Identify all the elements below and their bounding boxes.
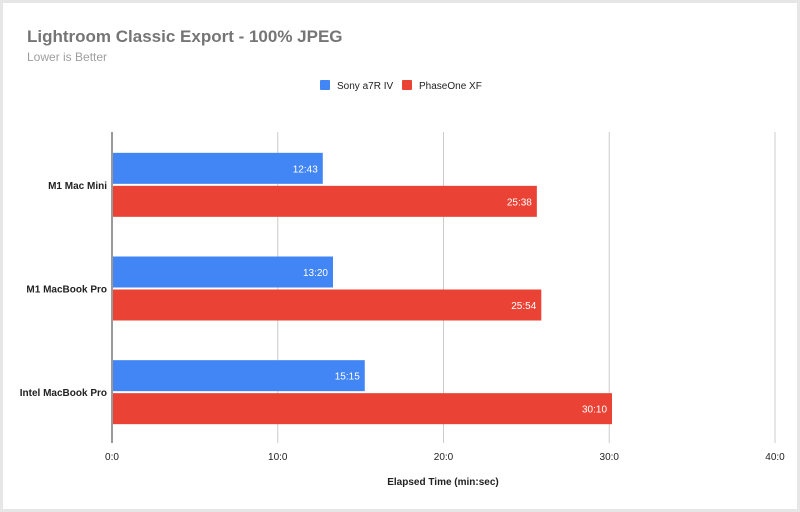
bar-data-label: 25:54 bbox=[511, 301, 536, 312]
bar bbox=[113, 185, 537, 217]
bar bbox=[113, 360, 365, 392]
legend-swatch bbox=[320, 80, 330, 90]
category-label: Intel MacBook Pro bbox=[20, 388, 107, 399]
x-tick-label: 30:0 bbox=[600, 452, 620, 463]
x-tick-label: 10:0 bbox=[268, 452, 288, 463]
bar bbox=[113, 289, 542, 321]
x-tick-label: 40:0 bbox=[765, 452, 785, 463]
bar-data-label: 15:15 bbox=[335, 372, 360, 383]
bar-data-label: 30:10 bbox=[582, 405, 607, 416]
bar-data-label: 13:20 bbox=[303, 268, 328, 279]
x-tick-label: 0:0 bbox=[105, 452, 119, 463]
chart-subtitle: Lower is Better bbox=[27, 50, 107, 64]
x-tick-label: 20:0 bbox=[434, 452, 454, 463]
legend-label: PhaseOne XF bbox=[419, 81, 482, 92]
bar-data-label: 12:43 bbox=[293, 164, 318, 175]
x-axis-label: Elapsed Time (min:sec) bbox=[387, 477, 499, 488]
bar bbox=[113, 393, 613, 425]
bar-data-label: 25:38 bbox=[507, 197, 532, 208]
category-label: M1 Mac Mini bbox=[48, 181, 107, 192]
category-label: M1 MacBook Pro bbox=[26, 285, 107, 296]
legend-label: Sony a7R IV bbox=[337, 81, 393, 92]
legend-swatch bbox=[402, 80, 412, 90]
bar bbox=[113, 152, 323, 184]
chart-title: Lightroom Classic Export - 100% JPEG bbox=[27, 27, 343, 46]
bar bbox=[113, 256, 333, 288]
